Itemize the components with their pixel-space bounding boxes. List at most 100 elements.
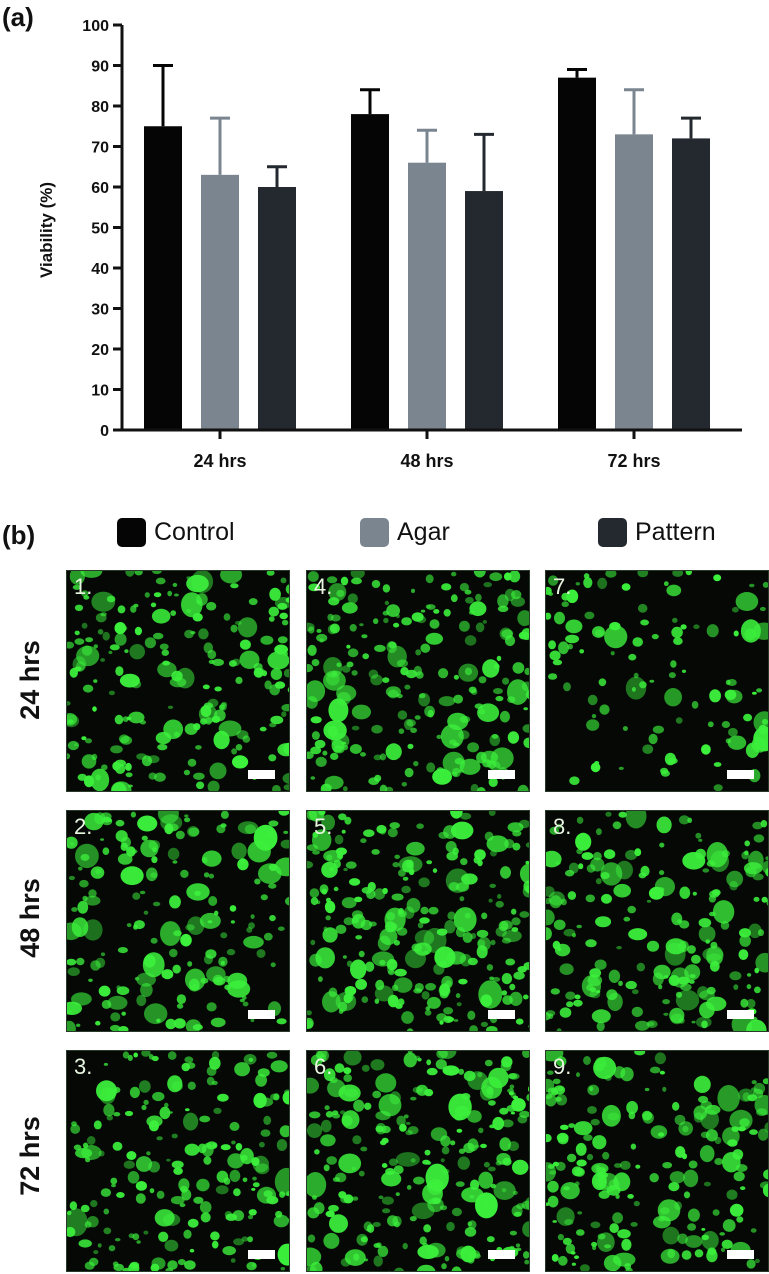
cell: [415, 649, 422, 656]
cell: [456, 1002, 462, 1007]
cell: [73, 1144, 82, 1151]
cell: [631, 1006, 643, 1017]
cell: [269, 587, 281, 601]
cell: [320, 783, 332, 791]
cell: [211, 1051, 220, 1060]
bars: [144, 64, 710, 431]
cell: [597, 577, 608, 589]
cell: [315, 756, 327, 767]
bar-pattern-72hrs: [672, 138, 710, 430]
cell: [405, 1130, 413, 1136]
cell: [121, 1011, 126, 1016]
cell: [138, 1080, 151, 1093]
cell: [349, 624, 357, 632]
cell: [330, 614, 341, 622]
cell: [117, 605, 126, 614]
cell: [213, 730, 230, 750]
cell: [480, 1021, 488, 1027]
cell: [159, 643, 169, 650]
cell: [371, 951, 395, 967]
cell: [394, 854, 400, 859]
cell: [389, 1091, 401, 1105]
cell: [78, 866, 83, 871]
cell: [413, 1176, 425, 1185]
cell: [669, 1171, 685, 1184]
cell: [86, 1136, 96, 1145]
cell: [511, 917, 521, 926]
cell: [150, 872, 158, 878]
cell: [230, 624, 238, 633]
cell: [761, 718, 768, 725]
cell: [426, 996, 441, 1009]
cell: [234, 1062, 251, 1077]
cell: [679, 920, 690, 929]
cell: [663, 581, 669, 587]
cell: [650, 1125, 668, 1139]
cell: [441, 1146, 450, 1155]
cell: [187, 1081, 196, 1090]
cell: [90, 960, 101, 971]
cell: [411, 612, 424, 622]
cell: [692, 891, 697, 896]
cell: [93, 1120, 102, 1130]
cell: [576, 1072, 580, 1078]
cell: [267, 831, 275, 838]
cell: [199, 912, 221, 929]
cell: [744, 628, 756, 641]
cell: [88, 978, 93, 982]
cell: [623, 916, 631, 922]
cell: [365, 961, 375, 972]
cell: [79, 879, 89, 888]
cell: [646, 1020, 658, 1028]
cell: [673, 637, 683, 645]
cell: [450, 594, 458, 603]
cell: [93, 644, 98, 649]
cell: [709, 890, 720, 898]
cell: [721, 1239, 733, 1249]
cell: [469, 1025, 478, 1031]
cell: [179, 1203, 186, 1208]
cell: [363, 829, 375, 837]
cell: [604, 1074, 612, 1081]
cell: [638, 872, 647, 879]
scale-bar: [488, 1010, 515, 1019]
cell: [155, 577, 166, 585]
cell: [173, 1018, 186, 1029]
cell: [603, 849, 616, 860]
cell: [277, 926, 285, 931]
cell: [649, 1066, 661, 1074]
cell: [471, 689, 478, 695]
cell: [106, 595, 116, 603]
cell: [224, 1211, 233, 1218]
cell: [379, 928, 398, 945]
cell: [74, 604, 84, 611]
x-tick-label: 72 hrs: [607, 451, 660, 471]
cell: [270, 715, 284, 725]
cell: [752, 873, 764, 881]
cell: [429, 619, 440, 629]
cell: [753, 622, 768, 640]
cell: [414, 1055, 420, 1060]
cell: [207, 649, 217, 660]
cell: [616, 946, 622, 950]
cell: [200, 977, 209, 984]
legend-swatch-pattern: [598, 518, 627, 547]
cell: [247, 840, 271, 863]
cell: [445, 841, 457, 853]
cell: [321, 861, 338, 878]
cell: [565, 869, 575, 877]
cell: [631, 687, 636, 692]
cell: [668, 672, 676, 679]
cell: [468, 1250, 481, 1259]
y-tick-label: 20: [91, 342, 109, 359]
y-axis-title: Viability (%): [37, 182, 56, 278]
cell: [164, 823, 174, 835]
cell: [91, 753, 98, 761]
micrograph-number: 5.: [314, 814, 333, 839]
cell: [135, 1193, 146, 1204]
cell: [183, 769, 190, 776]
cell: [316, 900, 321, 905]
cell: [546, 586, 552, 595]
cell: [100, 658, 105, 662]
cell: [523, 1251, 529, 1259]
